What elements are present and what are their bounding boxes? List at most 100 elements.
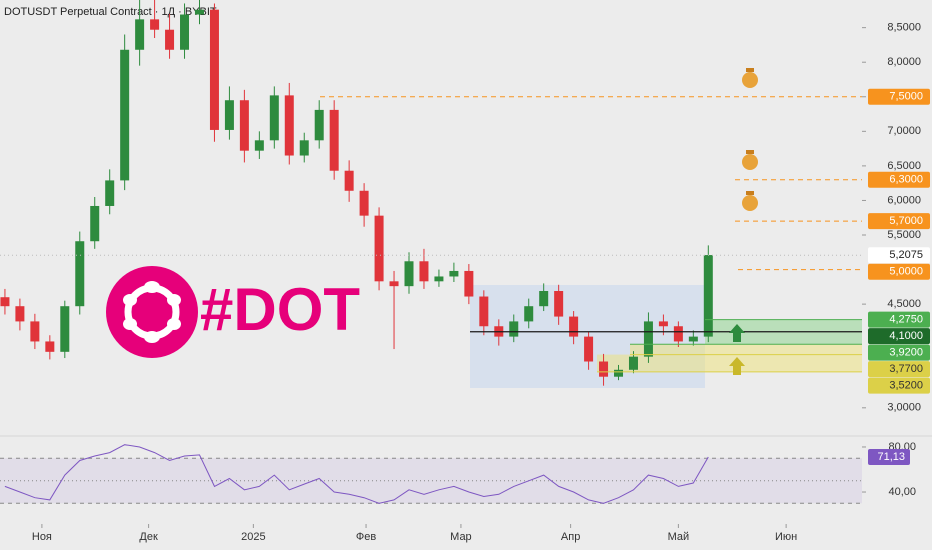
y-tick-label: 40,00 (888, 486, 916, 498)
price-label: 5,7000 (889, 215, 923, 227)
candle-body (599, 361, 609, 377)
candle-body (60, 306, 70, 352)
candle-body (165, 29, 175, 50)
candle-body (449, 270, 459, 277)
candle-body (628, 356, 638, 370)
candle-body (509, 321, 519, 337)
price-label: 6,3000 (889, 174, 923, 186)
candle-body (105, 180, 115, 206)
chart-title: DOTUSDT Perpetual Contract · 1Д · BYBIT (4, 6, 217, 18)
y-tick-label: 8,0000 (887, 56, 921, 68)
price-label-box (868, 311, 930, 328)
candle-body (15, 306, 25, 322)
rsi-label-box (868, 448, 910, 465)
candle-body (284, 95, 294, 156)
y-tick-label: 7,0000 (887, 125, 921, 137)
price-label-box (868, 361, 930, 378)
price-label: 3,9200 (889, 347, 923, 359)
x-tick-label: Май (668, 531, 690, 543)
support-zone (630, 344, 862, 355)
candle-body (30, 321, 40, 342)
price-label: 4,1000 (889, 330, 923, 342)
money-bag-icon (746, 191, 754, 195)
logo (106, 266, 198, 358)
x-tick-label: Фев (356, 531, 376, 543)
y-tick-label: 6,0000 (887, 194, 921, 206)
price-label: 7,5000 (889, 91, 923, 103)
candle-body (75, 241, 85, 307)
x-tick-label: Апр (561, 531, 580, 543)
candle-body (464, 270, 474, 297)
candle-body (239, 100, 249, 151)
y-tick-label: 4,5000 (887, 298, 921, 310)
x-tick-label: Дек (139, 531, 158, 543)
candle-body (299, 140, 309, 156)
y-tick-label: 8,5000 (887, 22, 921, 34)
candle-body (614, 369, 624, 377)
y-tick-label: 6,5000 (887, 160, 921, 172)
x-tick-label: Ноя (32, 531, 52, 543)
candle-body (389, 281, 399, 287)
price-label: 4,2750 (889, 314, 923, 326)
price-label-box (868, 213, 930, 230)
candle-body (269, 95, 279, 141)
price-label-box (868, 263, 930, 280)
money-bag-icon (746, 68, 754, 72)
candle-body (569, 316, 579, 337)
candle-body (524, 306, 534, 322)
candle-body (703, 255, 713, 337)
candle-body (359, 190, 369, 216)
rsi-line (4, 444, 709, 504)
candle-body (658, 321, 668, 327)
price-label: 5,2075 (889, 249, 923, 261)
candle-body (224, 100, 234, 130)
candle-body (584, 336, 594, 362)
candle-body (314, 109, 324, 141)
rsi-label: 71,13 (877, 451, 905, 463)
candle-body (554, 290, 564, 317)
candle-body (180, 14, 190, 50)
x-tick-label: Июн (775, 531, 797, 543)
price-label: 3,5200 (889, 380, 923, 392)
price-label: 5,0000 (889, 266, 923, 278)
money-bag-icon (746, 150, 754, 154)
candle-body (194, 9, 204, 15)
candle-body (434, 276, 444, 282)
y-tick-label: 5,5000 (887, 229, 921, 241)
money-bag-icon (742, 195, 758, 211)
candle-body (45, 341, 55, 352)
x-tick-label: Мар (450, 531, 472, 543)
price-label-box (868, 88, 930, 105)
price-label-box (868, 247, 930, 264)
support-zone (597, 354, 862, 372)
candle-body (344, 170, 354, 191)
candle-body (0, 297, 10, 307)
money-bag-icon (742, 154, 758, 170)
candle-body (479, 296, 489, 327)
candle-body (209, 9, 219, 130)
candle-body (374, 215, 384, 282)
up-arrow (729, 324, 745, 342)
rsi-band (0, 458, 862, 504)
volume-profile-area (470, 285, 705, 388)
candle-body (329, 109, 339, 171)
y-tick-label: 3,0000 (887, 402, 921, 414)
candle-body (688, 336, 698, 342)
price-label-box (868, 377, 930, 394)
candle-body (673, 326, 683, 342)
price-label-box (868, 171, 930, 188)
money-bag-icon (742, 72, 758, 88)
candle-body (254, 140, 264, 151)
candle-body (120, 49, 130, 181)
price-label-box (868, 344, 930, 361)
up-arrow (729, 357, 745, 375)
candle-body (419, 261, 429, 282)
price-label-box (868, 328, 930, 345)
logo-text: #DOT (200, 276, 360, 343)
candle-body (643, 321, 653, 357)
candle-body (90, 205, 100, 242)
price-label: 3,7700 (889, 363, 923, 375)
candle-body (150, 19, 160, 30)
candle-body (539, 290, 549, 307)
